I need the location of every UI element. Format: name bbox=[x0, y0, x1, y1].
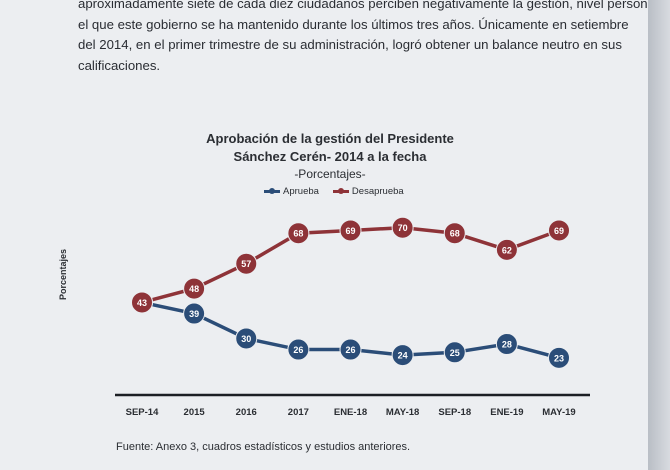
data-point-aprueba bbox=[287, 338, 310, 361]
x-tick-label: MAY-19 bbox=[542, 407, 575, 418]
data-label-desaprueba: 69 bbox=[554, 226, 564, 236]
x-tick-label: 2016 bbox=[236, 407, 257, 418]
data-label-desaprueba: 68 bbox=[293, 229, 303, 239]
data-label-desaprueba: 48 bbox=[189, 284, 199, 294]
x-tick-label: ENE-18 bbox=[334, 407, 367, 418]
legend-label-aprueba: Aprueba bbox=[283, 186, 319, 197]
legend-swatch-desaprueba bbox=[332, 188, 349, 194]
data-label-aprueba: 23 bbox=[554, 353, 564, 363]
data-point-aprueba bbox=[495, 333, 518, 355]
paragraph-line: del 2014, en el primer trimestre de su a… bbox=[78, 37, 622, 52]
legend-swatch-aprueba bbox=[264, 188, 280, 194]
data-label-aprueba: 26 bbox=[345, 345, 355, 355]
chart-title-line1: Aprobación de la gestión del Presidente bbox=[206, 131, 454, 146]
data-point-aprueba bbox=[339, 338, 362, 361]
data-point-aprueba bbox=[235, 327, 258, 350]
legend-item-desaprueba: Desaprueba bbox=[332, 186, 404, 197]
data-point-desaprueba bbox=[495, 238, 518, 261]
data-point-desaprueba bbox=[287, 222, 310, 245]
legend-item-aprueba: Aprueba bbox=[264, 186, 319, 197]
x-tick-label: ENE-19 bbox=[490, 407, 523, 418]
data-label-desaprueba: 62 bbox=[502, 245, 512, 255]
data-label-desaprueba: 43 bbox=[137, 298, 147, 308]
source-note: Fuente: Anexo 3, cuadros estadísticos y … bbox=[116, 441, 411, 453]
data-label-aprueba: 26 bbox=[293, 345, 303, 355]
paragraph-line: el que este gobierno se ha mantenido dur… bbox=[78, 16, 629, 32]
x-tick-label: MAY-18 bbox=[386, 407, 419, 418]
data-point-desaprueba bbox=[235, 252, 258, 275]
data-label-aprueba: 25 bbox=[450, 348, 460, 358]
data-label-aprueba: 39 bbox=[189, 309, 199, 319]
data-point-aprueba bbox=[391, 344, 414, 367]
data-point-aprueba bbox=[548, 346, 570, 369]
data-point-desaprueba bbox=[548, 219, 570, 242]
data-label-aprueba: 30 bbox=[241, 334, 251, 344]
x-tick-label: SEP-18 bbox=[438, 407, 471, 418]
data-point-desaprueba bbox=[339, 219, 362, 242]
data-label-desaprueba: 70 bbox=[398, 223, 408, 233]
data-point-desaprueba bbox=[391, 216, 414, 239]
data-label-desaprueba: 68 bbox=[450, 229, 460, 239]
chart-title-line2: Sánchez Cerén- 2014 a la fecha bbox=[233, 149, 427, 164]
page-edge bbox=[648, 0, 670, 470]
data-point-aprueba bbox=[183, 302, 206, 325]
x-tick-label: 2017 bbox=[288, 407, 309, 418]
legend-label-desaprueba: Desaprueba bbox=[351, 186, 404, 197]
paragraph-line: calificaciones. bbox=[78, 57, 161, 73]
data-point-desaprueba bbox=[183, 277, 206, 300]
body-paragraph: aproximadamente siete de cada diez ciuda… bbox=[78, 0, 662, 76]
data-label-desaprueba: 57 bbox=[241, 259, 251, 269]
data-point-desaprueba bbox=[443, 222, 466, 245]
data-point-aprueba bbox=[443, 341, 466, 364]
data-label-aprueba: 24 bbox=[398, 351, 408, 361]
data-label-desaprueba: 69 bbox=[345, 226, 355, 236]
chart-subtitle: -Porcentajes- bbox=[294, 167, 366, 181]
chart-legend: Aprueba Desaprueba bbox=[264, 186, 404, 197]
x-tick-label: SEP-14 bbox=[126, 407, 159, 418]
x-tick-label: 2015 bbox=[184, 407, 206, 418]
paragraph-line: aproximadamente siete de cada diez ciuda… bbox=[78, 0, 662, 11]
data-point-desaprueba bbox=[131, 291, 153, 314]
data-label-aprueba: 28 bbox=[502, 340, 512, 350]
